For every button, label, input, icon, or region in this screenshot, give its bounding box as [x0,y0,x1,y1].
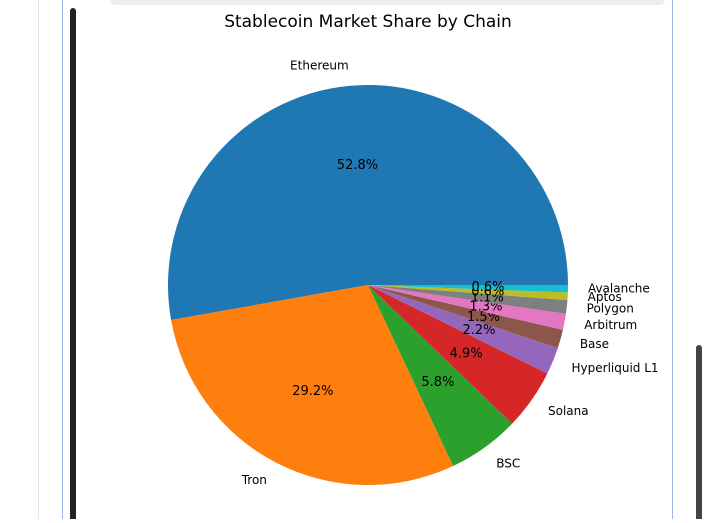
slice-label: Arbitrum [584,318,637,332]
slice-label: Tron [241,473,267,487]
value-label: 29.2% [292,384,333,399]
slice-label: Ethereum [290,58,349,72]
slice-label: Aptos [588,290,622,304]
pie-slice [168,84,568,321]
value-label: 2.2% [462,323,495,338]
pie-slice [368,285,566,330]
pie-slice [368,285,548,424]
chart-title: Stablecoin Market Share by Chain [224,12,512,32]
slice-label: Base [580,337,609,351]
cell-marker [70,8,76,523]
value-label: 4.9% [450,347,483,362]
value-label: 5.8% [421,375,454,390]
pie-slice [368,285,568,301]
scrollbar[interactable] [696,345,702,523]
pie-slice [368,285,563,348]
output-frame [62,0,673,523]
pie-slice [368,285,558,374]
slice-label: Solana [548,404,589,418]
slice-label: Hyperliquid L1 [572,361,659,375]
input-bar [110,0,665,5]
value-label: 1.5% [467,310,500,325]
slice-label: Avalanche [588,282,650,296]
pie-slice [368,285,568,293]
pie: Ethereum 52.8% Tron 29.2% BSC 5.8% Solana 4.9% H… [168,58,659,487]
pie-slice [368,285,513,466]
slice-label: Polygon [587,302,634,316]
value-label: 52.8% [337,158,378,173]
value-label: 0.6% [471,280,504,295]
pie-slice [171,285,454,485]
slice-label: BSC [496,456,520,470]
pie-slice [368,285,568,314]
